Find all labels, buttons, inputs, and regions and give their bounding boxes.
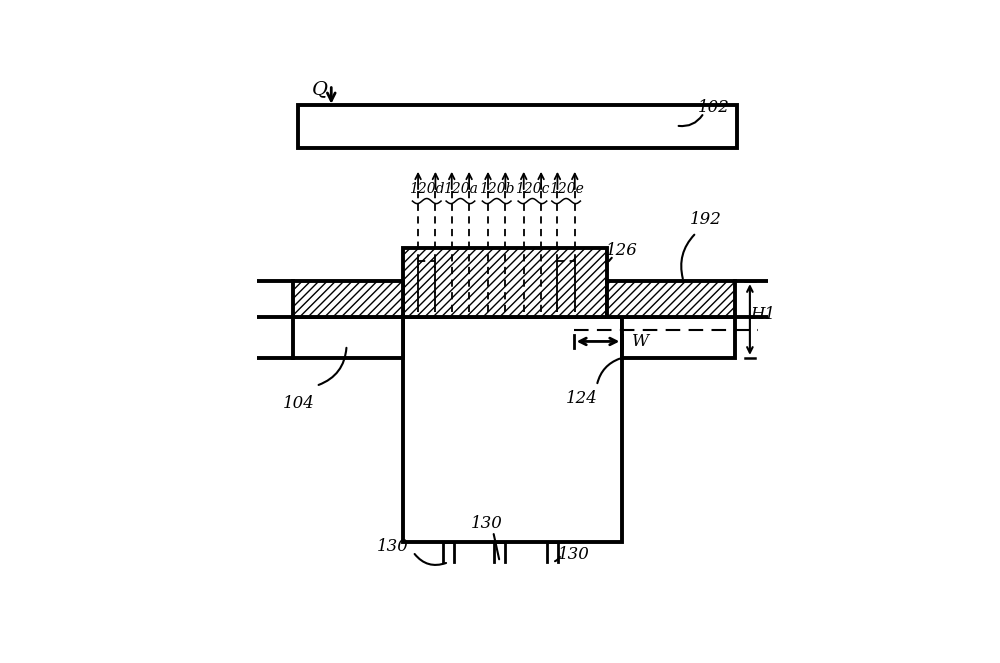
- Bar: [622, 317, 735, 358]
- Bar: [607, 281, 735, 317]
- Text: H1: H1: [750, 306, 775, 323]
- Bar: [403, 248, 607, 317]
- Text: 102: 102: [698, 99, 730, 116]
- Text: 126: 126: [606, 242, 638, 259]
- Text: 130: 130: [558, 546, 590, 563]
- Bar: [298, 105, 737, 149]
- Text: 120a: 120a: [443, 182, 478, 196]
- Text: 120e: 120e: [549, 182, 584, 196]
- Text: 120d: 120d: [409, 182, 444, 196]
- Text: 124: 124: [565, 390, 597, 407]
- Text: 120c: 120c: [515, 182, 550, 196]
- Text: 130: 130: [377, 538, 408, 555]
- Bar: [293, 281, 403, 317]
- Text: 104: 104: [283, 395, 315, 412]
- Text: 120b: 120b: [479, 182, 514, 196]
- Text: 130: 130: [471, 515, 503, 532]
- Bar: [293, 317, 403, 358]
- Text: Q: Q: [312, 80, 328, 97]
- Text: 192: 192: [690, 211, 721, 229]
- Text: W: W: [632, 333, 649, 350]
- Bar: [403, 317, 622, 542]
